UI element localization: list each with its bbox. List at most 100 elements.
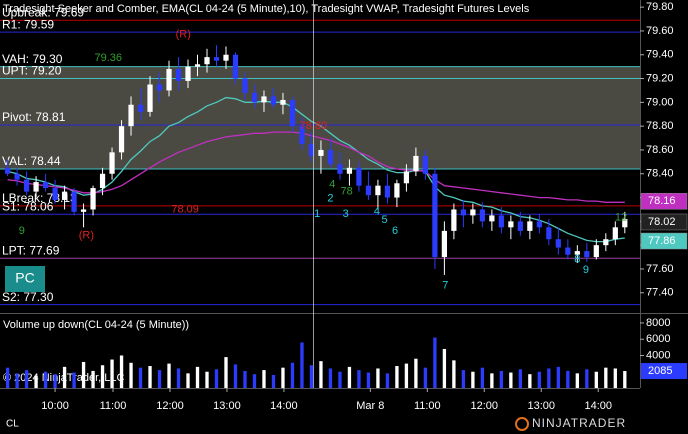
volume-bar [300,342,304,388]
volume-bar [319,361,323,388]
x-tick-label: 11:00 [414,400,441,412]
candle-body [232,54,239,79]
annotation: 3 [343,208,349,220]
volume-tag-label: 2085 [648,365,672,377]
x-tick-label: 11:00 [100,400,127,412]
level-label: Upbreak: 79.69 [2,5,84,19]
logo: NINJATRADER [532,416,626,430]
volume-bar [414,358,418,388]
volume-bar [594,371,598,388]
y-tick-label: 79.60 [646,25,674,37]
y-tick-label: 77.60 [646,263,674,275]
annotation: 5 [382,214,388,226]
candle-body [242,78,248,93]
candle-body [527,221,533,231]
volume-bar [328,368,333,388]
volume-bar [556,366,560,388]
x-tick-label: 13:00 [213,400,241,412]
volume-bar [148,366,152,388]
volume-bar [243,370,247,388]
volume-bar [119,355,124,388]
instrument: CL [6,419,19,430]
volume-bar [186,373,190,388]
x-tick-label: 13:00 [527,400,555,412]
annotation: 8 [574,253,580,265]
volume-bar [528,374,532,388]
annotation: 78.09 [171,203,199,215]
y-tick-label: 79.00 [646,96,674,108]
level-label: VAH: 79.30 [2,52,63,66]
volume-bar [34,375,38,388]
volume-bar [233,364,238,388]
candle-body [261,96,267,103]
candle-body [128,104,134,127]
candle-body [299,126,305,145]
candle-body [166,69,172,91]
x-tick-label: 12:00 [156,400,184,412]
volume-bar [471,371,475,388]
candle-body [327,149,334,165]
volume-bar [176,368,181,388]
annotation: 9 [19,225,25,237]
candle-body [14,173,20,180]
candle-body [71,191,77,212]
indicator-line [7,131,625,203]
candle-body [508,221,514,228]
volume-tag [641,363,687,380]
volume-bar [214,369,219,388]
volume-bar [547,368,551,388]
candle-body [337,164,343,174]
volume-bar [604,367,608,388]
candle-body [156,84,163,91]
volume-bar [376,368,380,388]
candle-body [584,251,590,258]
x-tick-label: 12:00 [471,400,499,412]
volume-title: Volume up down(CL 04-24 (5 Minute)) [3,319,189,331]
volume-bar [480,367,485,388]
candle-body [33,182,39,192]
volume-bar [157,370,162,388]
candle-body [536,221,542,228]
candle-body [289,99,296,127]
candle-body [612,227,618,240]
candle-body [318,149,324,156]
candle-body [80,209,87,212]
candle-body [432,173,438,258]
candle-body [109,152,115,174]
volume-bar [53,374,57,388]
candle-body [194,64,201,67]
x-tick-label: 14:00 [270,400,298,412]
volume-bar [205,371,209,388]
candle-body [479,209,485,222]
candle-body [517,221,523,231]
candle-body [365,185,372,196]
y-tick-label: 79.40 [646,49,674,61]
candle-body [565,247,571,255]
candle-body [23,179,30,192]
volume-bar [585,369,589,388]
volume-bar [452,360,456,388]
price-tag [640,213,688,231]
candle-body [147,84,153,112]
candle-body [61,191,68,200]
annotation: 12 [615,212,627,224]
price-tag-label: 78.16 [648,195,676,207]
annotation: 4 [329,178,335,190]
volume-bar [537,371,542,388]
annotation: 78 [340,186,352,198]
volume-bar [613,368,617,388]
candle-body [251,92,258,103]
candle-body [441,230,448,258]
annotation: (R) [176,28,191,40]
annotation: 4 [374,206,380,218]
volume-bar [385,373,390,388]
volume-bar [357,370,361,388]
volume-bar [224,357,228,388]
pc-label[interactable]: PC [15,270,34,286]
volume-bar [62,366,67,388]
volume-bar [442,348,447,388]
volume-bar [404,363,409,388]
pc-button[interactable] [5,266,45,292]
candle-body [4,167,11,174]
volume-bar [91,370,95,388]
